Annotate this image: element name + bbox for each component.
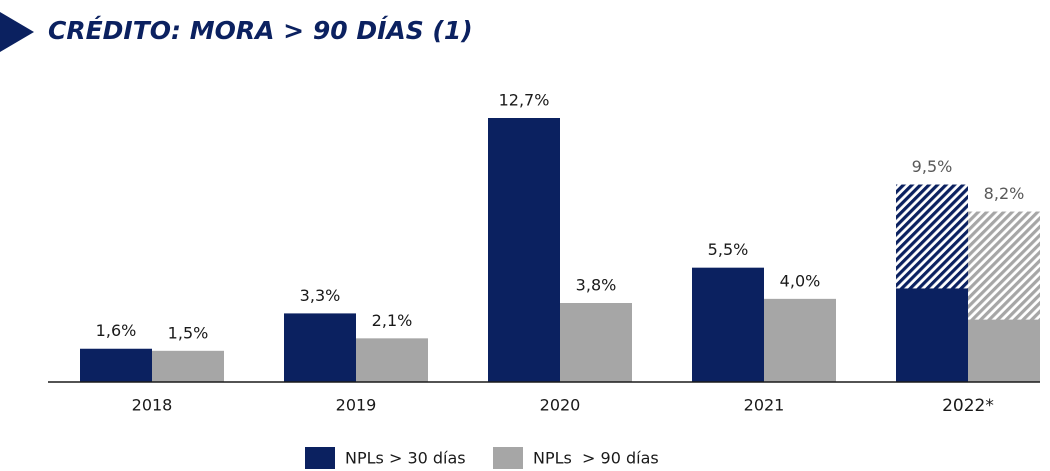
chart-title: CRÉDITO: MORA > 90 DÍAS (1): [48, 16, 473, 45]
bar-solid: [896, 288, 968, 382]
title-arrow: [0, 12, 34, 52]
legend-swatch: [305, 447, 335, 469]
x-tick-label: 2022*: [942, 396, 994, 416]
bar: [152, 350, 224, 382]
x-tick-label: 2021: [744, 396, 785, 415]
legend-label: NPLs > 90 días: [533, 449, 659, 468]
data-label: 4,0%: [780, 271, 821, 290]
data-label: 3,3%: [300, 286, 341, 305]
bar: [692, 267, 764, 382]
legend-swatch: [493, 447, 523, 469]
bar: [356, 338, 428, 382]
x-tick-label: 2019: [336, 396, 377, 415]
bar-solid: [968, 319, 1040, 382]
data-label: 8,2%: [984, 184, 1025, 203]
data-label: 5,5%: [708, 240, 749, 259]
data-label: 12,7%: [499, 91, 550, 110]
data-label: 1,6%: [96, 321, 137, 340]
legend-label: NPLs > 30 días: [345, 449, 466, 468]
x-tick-label: 2018: [132, 396, 173, 415]
data-label: 2,1%: [372, 311, 413, 330]
bar: [80, 348, 152, 382]
bar: [560, 303, 632, 382]
bar: [284, 313, 356, 382]
data-label: 3,8%: [576, 276, 617, 295]
data-label: 1,5%: [168, 323, 209, 342]
data-label: 9,5%: [912, 157, 953, 176]
bar: [488, 118, 560, 382]
bar: [764, 298, 836, 382]
x-tick-label: 2020: [540, 396, 581, 415]
